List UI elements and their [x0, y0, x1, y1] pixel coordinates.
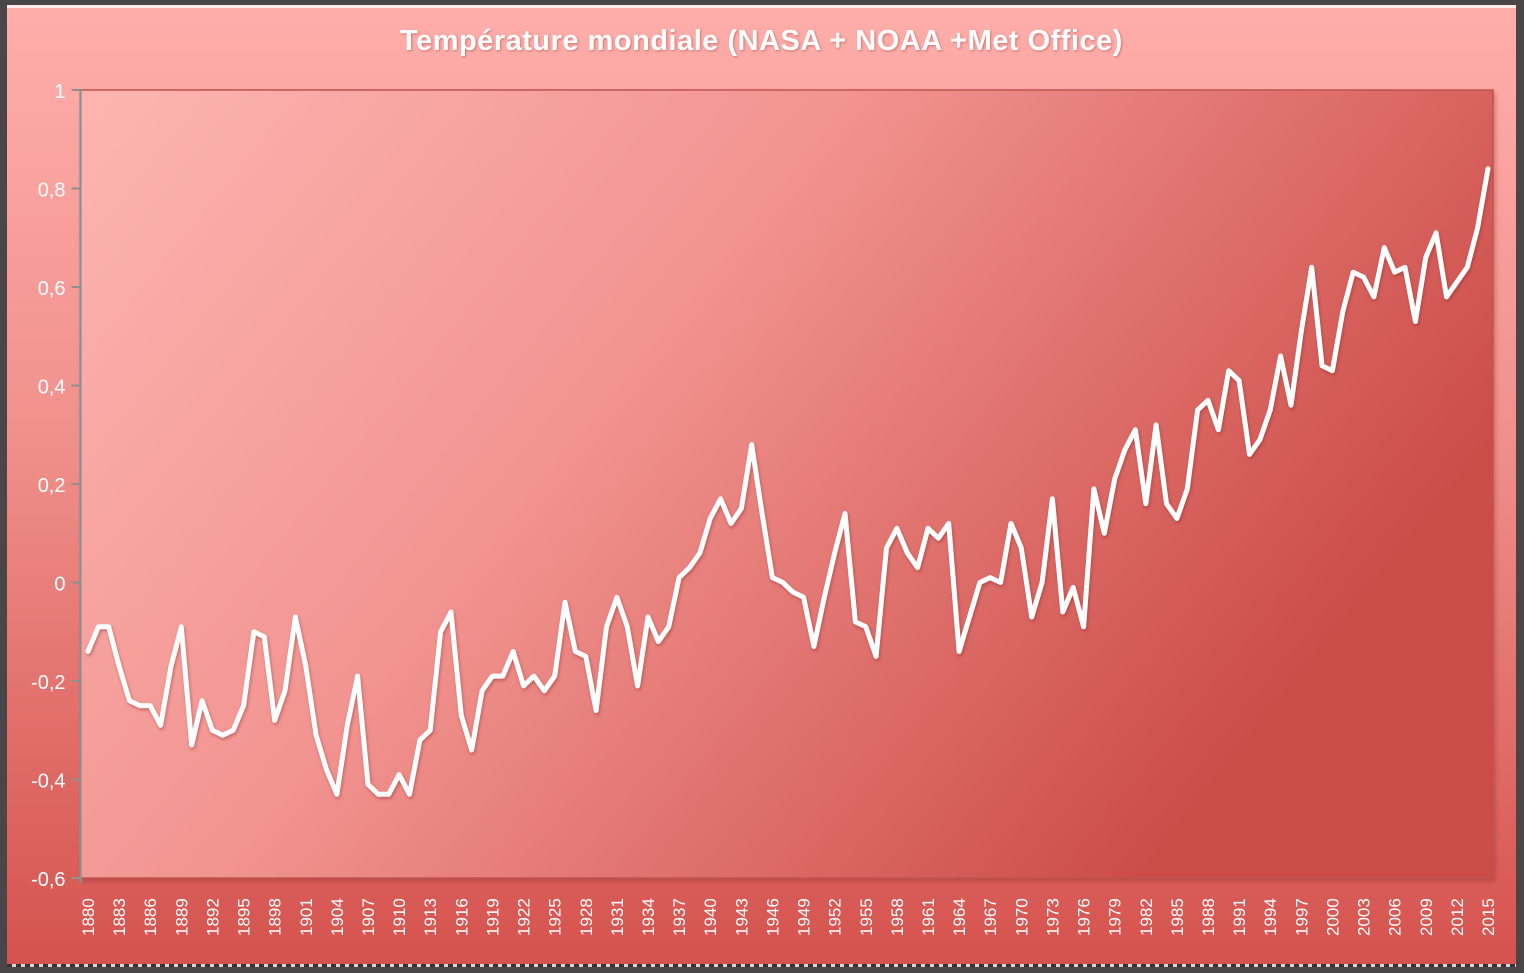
x-tick-label: 1913	[421, 898, 440, 936]
selection-border-top	[7, 5, 1516, 8]
y-tick-label: 0,2	[38, 475, 66, 497]
x-tick-label: 1934	[639, 898, 658, 936]
x-tick-label: 1919	[483, 898, 502, 936]
x-tick-label: 1883	[110, 898, 129, 936]
x-tick-label: 1928	[577, 898, 596, 936]
x-tick-label: 1985	[1168, 898, 1187, 936]
x-tick-label: 1910	[390, 898, 409, 936]
plot-area[interactable]	[79, 89, 1494, 879]
x-tick-label: 1907	[359, 898, 378, 936]
x-tick-label: 2006	[1386, 898, 1405, 936]
x-tick-label: 1982	[1137, 898, 1156, 936]
x-tick-label: 1952	[826, 898, 845, 936]
x-tick-label: 1937	[670, 898, 689, 936]
x-tick-label: 1940	[701, 898, 720, 936]
x-tick-label: 1922	[515, 898, 534, 936]
x-tick-label: 1976	[1075, 898, 1094, 936]
x-tick-label: 1904	[328, 898, 347, 936]
x-tick-label: 1895	[235, 898, 254, 936]
x-tick-label: 2012	[1448, 898, 1467, 936]
x-tick-label: 1964	[950, 898, 969, 936]
x-tick-label: 1886	[141, 898, 160, 936]
x-tick-label: 1988	[1199, 898, 1218, 936]
x-tick-label: 1949	[795, 898, 814, 936]
y-tick-label: 1	[54, 81, 65, 103]
x-tick-label: 1997	[1292, 898, 1311, 936]
x-tick-label: 1892	[203, 898, 222, 936]
x-tick-label: 1973	[1043, 898, 1062, 936]
y-tick-label: 0,8	[38, 180, 66, 202]
x-tick-label: 1967	[981, 898, 1000, 936]
x-tick-label: 1946	[763, 898, 782, 936]
x-tick-label: 2000	[1323, 898, 1342, 936]
y-tick-label: 0,6	[38, 278, 66, 300]
x-tick-label: 1994	[1261, 898, 1280, 936]
temperature-line-chart: 1 0,8 0,6 0,4 0,2 0 -0,2 -0,4 -0,6 1880 1883 1886 18…	[31, 81, 1498, 936]
temperature-series-line[interactable]	[85, 166, 1491, 797]
x-tick-label: 1925	[546, 898, 565, 936]
x-tick-label: 1961	[919, 898, 938, 936]
x-tick-label: 1898	[266, 898, 285, 936]
x-tick-label: 2009	[1417, 898, 1436, 936]
y-tick-label: -0,6	[31, 869, 65, 891]
x-tick-label: 1979	[1106, 898, 1125, 936]
x-tick-label: 2015	[1479, 898, 1498, 936]
x-tick-label: 1889	[172, 898, 191, 936]
selection-border-bottom	[7, 964, 1516, 967]
x-tick-label: 1916	[452, 898, 471, 936]
y-tick-label: -0,2	[31, 672, 65, 694]
y-tick-label: 0,4	[38, 377, 66, 399]
chart-title: Température mondiale (NASA + NOAA +Met O…	[400, 25, 1123, 57]
y-tick-label: -0,4	[31, 771, 65, 793]
y-tick-label: 0	[54, 574, 65, 596]
x-tick-label: 1970	[1012, 898, 1031, 936]
x-tick-label: 1991	[1230, 898, 1249, 936]
x-tick-label: 1958	[888, 898, 907, 936]
x-tick-label: 1931	[608, 898, 627, 936]
x-tick-label: 2003	[1355, 898, 1374, 936]
chart-canvas[interactable]: Température mondiale (NASA + NOAA +Met O…	[7, 5, 1516, 967]
x-tick-label: 1901	[297, 898, 316, 936]
x-tick-label: 1943	[732, 898, 751, 936]
x-tick-label: 1955	[857, 898, 876, 936]
x-tick-label: 1880	[79, 898, 98, 936]
